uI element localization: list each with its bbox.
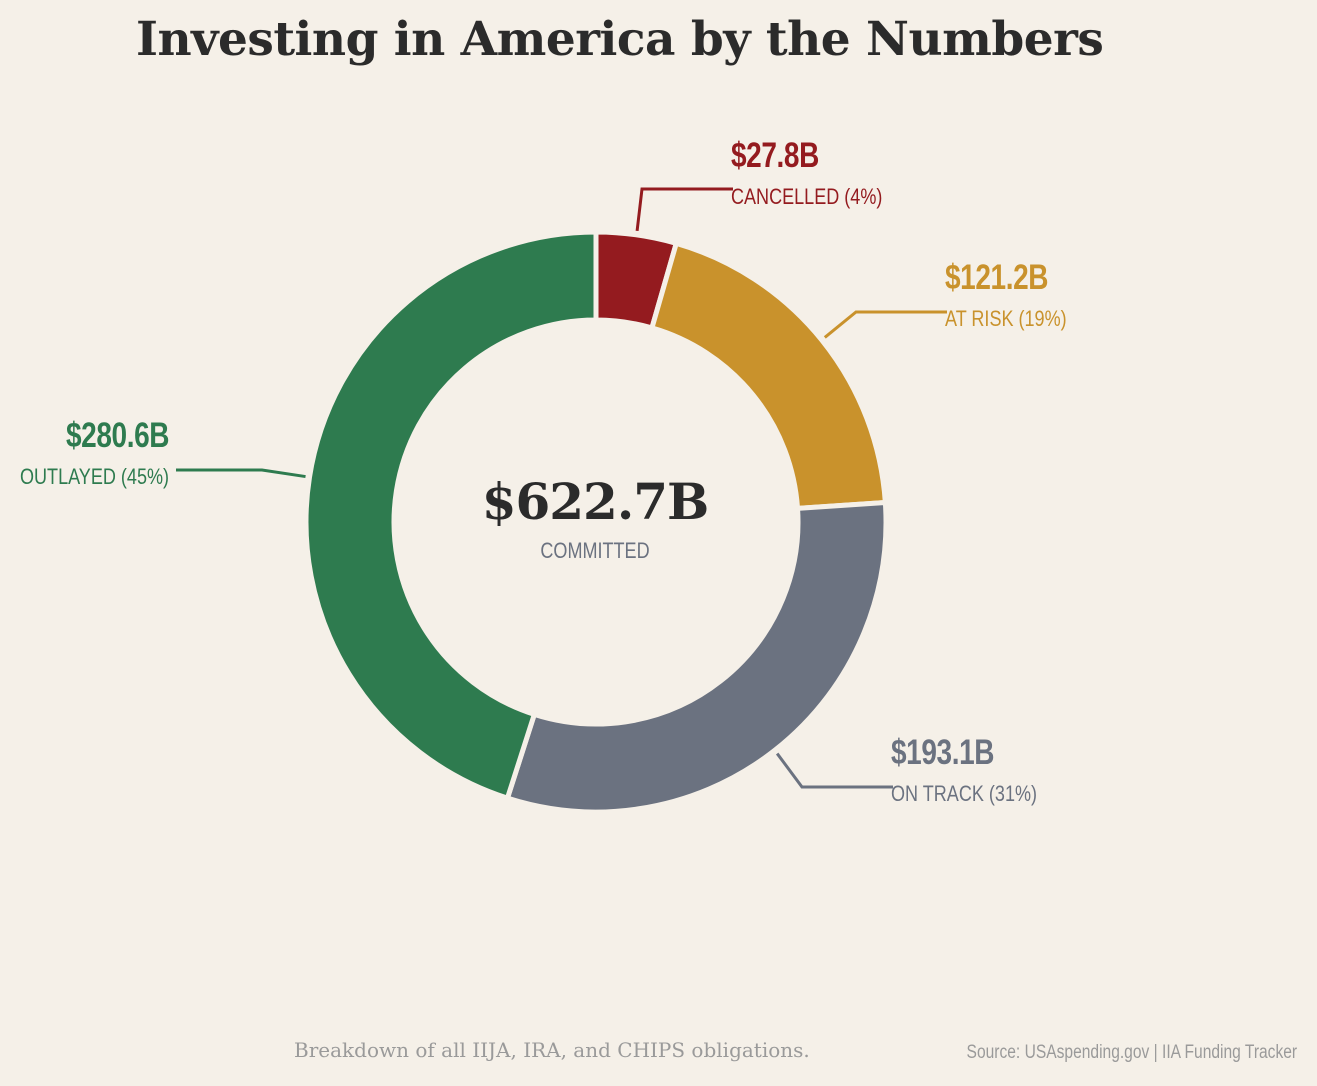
slice-outlayed	[303, 229, 599, 802]
label-cancelled: $27.8B CANCELLED (4%)	[731, 136, 916, 210]
leader-outlayed	[176, 468, 306, 479]
outlayed-caption: OUTLAYED (45%)	[20, 464, 170, 489]
at-risk-caption: AT RISK (19%)	[945, 306, 1067, 331]
outlayed-amount: $280.6B	[66, 416, 170, 455]
cancelled-caption: CANCELLED (4%)	[731, 184, 883, 209]
leader-cancelled	[635, 187, 733, 232]
slice-on-track	[504, 499, 889, 815]
footer-note: Breakdown of all IIJA, IRA, and CHIPS ob…	[294, 1038, 810, 1062]
committed-label: COMMITTED	[540, 538, 650, 563]
leader-on-track	[775, 752, 893, 789]
on-track-amount: $193.1B	[891, 733, 995, 772]
chart-title: Investing in America by the Numbers	[136, 12, 1104, 67]
cancelled-amount: $27.8B	[731, 136, 819, 175]
label-on-track: $193.1B ON TRACK (31%)	[891, 733, 1069, 807]
leader-at-risk	[823, 310, 947, 339]
slice-at-risk	[648, 240, 889, 512]
footer-source: Source: USAspending.gov | IIA Funding Tr…	[966, 1042, 1297, 1063]
at-risk-amount: $121.2B	[945, 258, 1049, 297]
on-track-caption: ON TRACK (31%)	[891, 781, 1038, 806]
label-outlayed: $280.6B OUTLAYED (45%)	[20, 416, 202, 490]
committed-total: $622.7B	[481, 472, 710, 531]
label-at-risk: $121.2B AT RISK (19%)	[945, 258, 1093, 332]
